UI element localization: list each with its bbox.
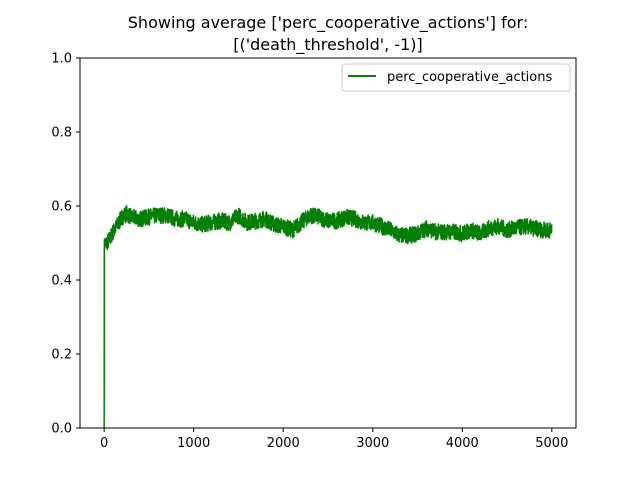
x-axis: 0 1000 2000 3000 4000 5000 <box>100 428 568 451</box>
x-tick-label: 1000 <box>177 436 210 451</box>
chart-title-line-2: [('death_threshold', -1)] <box>233 35 422 55</box>
y-tick-label: 0.4 <box>51 274 72 289</box>
y-axis: 0.0 0.2 0.4 0.6 0.8 1.0 <box>51 52 80 437</box>
x-tick-label: 4000 <box>446 436 479 451</box>
x-tick-label: 2000 <box>267 436 300 451</box>
y-tick-label: 1.0 <box>51 52 72 67</box>
y-tick-label: 0.0 <box>51 422 72 437</box>
chart-title-line-1: Showing average ['perc_cooperative_actio… <box>128 13 528 33</box>
x-tick-label: 0 <box>100 436 108 451</box>
legend-label: perc_cooperative_actions <box>387 70 552 85</box>
axes-frame <box>79 57 577 429</box>
x-tick-label: 3000 <box>356 436 389 451</box>
y-tick-label: 0.6 <box>51 200 72 215</box>
plot-area: 0 1000 2000 3000 4000 5000 0.0 0.2 0.4 0.6 0.8 1.0 <box>51 52 577 451</box>
y-tick-label: 0.8 <box>51 126 72 141</box>
x-tick-label: 5000 <box>535 436 568 451</box>
series-layer <box>103 205 553 428</box>
legend-box <box>341 63 571 92</box>
y-tick-label: 0.2 <box>51 348 72 363</box>
legend: perc_cooperative_actions <box>341 63 571 92</box>
series-line-0 <box>103 205 553 428</box>
